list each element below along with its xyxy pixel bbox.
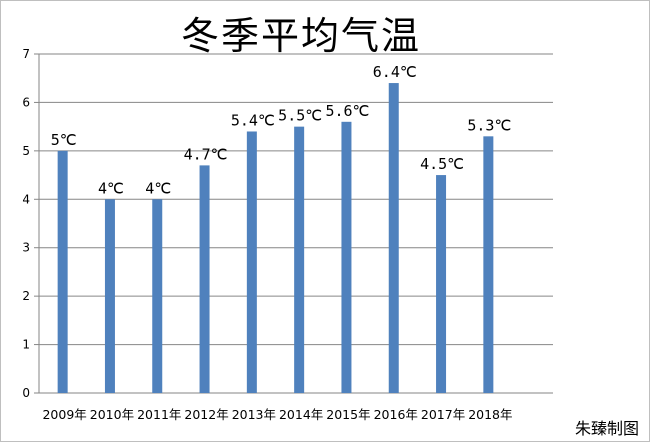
y-tick-label: 6 bbox=[22, 95, 30, 109]
data-label: 4.7℃ bbox=[184, 145, 228, 163]
x-tick-label: 2009年 bbox=[42, 407, 86, 422]
y-tick-label: 1 bbox=[22, 338, 30, 352]
x-tick-label: 2015年 bbox=[326, 407, 370, 422]
y-tick-label: 4 bbox=[22, 192, 30, 206]
y-axis-ticks: 0 1 2 3 4 5 6 7 bbox=[22, 47, 30, 400]
x-tick-label: 2012年 bbox=[184, 407, 228, 422]
data-labels: 5℃ 4℃ 4℃ 4.7℃5.4℃ 5.5℃ 5.6℃ 6.4℃ 4.5℃ 5.3℃ bbox=[51, 63, 512, 197]
y-tick-label: 0 bbox=[22, 386, 30, 400]
chart-title: 冬季平均气温 bbox=[180, 14, 421, 58]
data-label: 5.3℃ bbox=[467, 116, 511, 134]
x-tick-label: 2013年 bbox=[232, 407, 276, 422]
x-tick-label: 2016年 bbox=[374, 407, 418, 422]
x-axis-ticks: 2009年 2010年 2011年 2012年 2013年 2014年 2015年 2016年… bbox=[42, 407, 512, 422]
data-label: 5℃ bbox=[51, 131, 77, 149]
bar bbox=[246, 131, 257, 393]
data-label: 5.5℃ bbox=[278, 107, 322, 125]
bar bbox=[104, 199, 115, 393]
y-tick-label: 7 bbox=[22, 47, 30, 61]
bar bbox=[294, 126, 305, 394]
bar bbox=[436, 175, 447, 393]
x-tick-label: 2011年 bbox=[137, 407, 181, 422]
bar bbox=[483, 136, 494, 394]
credit-text: 朱臻制图 bbox=[574, 419, 639, 438]
y-tick-label: 5 bbox=[22, 144, 30, 158]
bar bbox=[388, 83, 399, 394]
bar bbox=[57, 150, 68, 393]
data-label: 5.6℃ bbox=[325, 102, 369, 120]
x-tick-label: 2017年 bbox=[421, 407, 465, 422]
data-label: 5.4℃ bbox=[231, 111, 275, 129]
data-label: 4.5℃ bbox=[420, 155, 464, 173]
bar bbox=[341, 121, 352, 394]
x-tick-label: 2010年 bbox=[90, 407, 134, 422]
bar bbox=[199, 165, 210, 393]
bars bbox=[57, 83, 494, 394]
data-label: 4℃ bbox=[145, 179, 171, 197]
data-label: 4℃ bbox=[98, 179, 124, 197]
x-tick-label: 2014年 bbox=[279, 407, 323, 422]
y-tick-label: 2 bbox=[22, 289, 30, 303]
data-label: 6.4℃ bbox=[373, 63, 417, 81]
bar bbox=[152, 199, 163, 393]
x-tick-label: 2018年 bbox=[468, 407, 512, 422]
y-tick-label: 3 bbox=[22, 241, 30, 255]
